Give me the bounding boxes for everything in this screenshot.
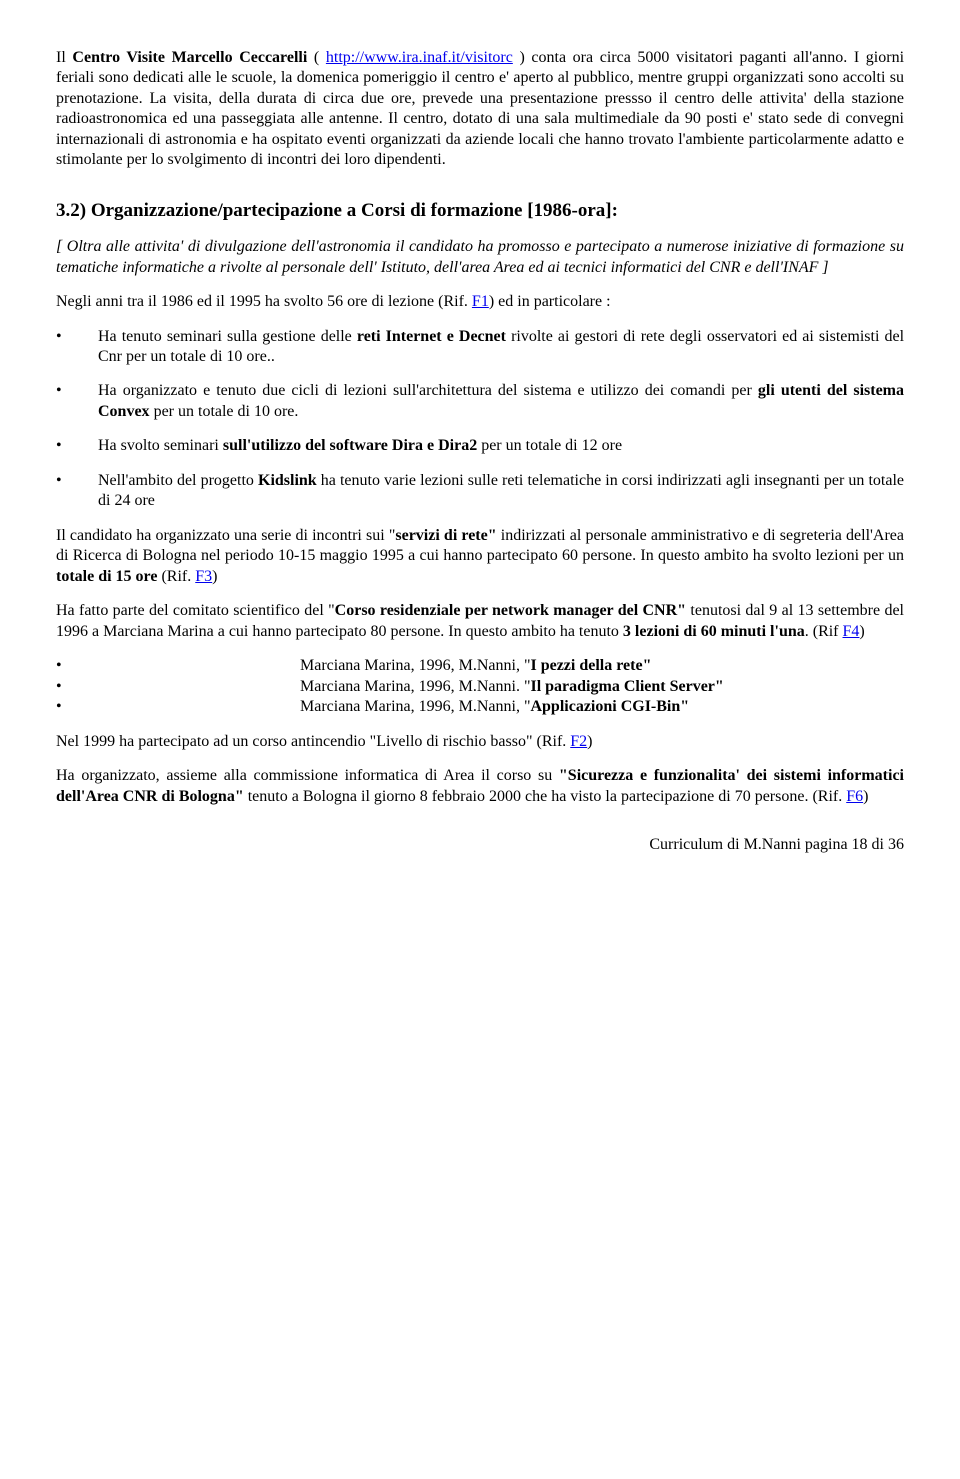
paragraph-f4: Ha fatto parte del comitato scientifico … [56, 601, 904, 642]
text: ( [307, 49, 326, 66]
bold-text: reti Internet e Decnet [357, 328, 506, 345]
text: Ha tenuto seminari sulla gestione delle [98, 328, 357, 345]
text: Nel 1999 ha partecipato ad un corso anti… [56, 733, 570, 750]
bold-text: sull'utilizzo del software Dira e Dira2 [223, 437, 477, 454]
text: Marciana Marina, 1996, M.Nanni. " [300, 678, 530, 695]
paragraph-f3: Il candidato ha organizzato una serie di… [56, 526, 904, 587]
text: Marciana Marina, 1996, M.Nanni, " [300, 657, 530, 674]
text: Ha fatto parte del comitato scientifico … [56, 602, 335, 619]
text: Ha organizzato e tenuto due cicli di lez… [98, 382, 758, 399]
list-item: Ha tenuto seminari sulla gestione delle … [56, 327, 904, 368]
bullet-list-seminars: Ha tenuto seminari sulla gestione delle … [56, 327, 904, 512]
page-footer: Curriculum di M.Nanni pagina 18 di 36 [56, 835, 904, 855]
paragraph-centro-visite: Il Centro Visite Marcello Ceccarelli ( h… [56, 48, 904, 171]
centro-name: Centro Visite Marcello Ceccarelli [72, 49, 307, 66]
bold-text: Applicazioni CGI-Bin" [530, 698, 689, 715]
list-item: Nell'ambito del progetto Kidslink ha ten… [56, 471, 904, 512]
text: ) ed in particolare : [489, 293, 611, 310]
visitor-link[interactable]: http://www.ira.inaf.it/visitorc [326, 49, 513, 66]
text: ) conta ora circa 5000 visitatori pagant… [56, 49, 904, 168]
intro-italic: [ Oltra alle attivita' di divulgazione d… [56, 237, 904, 278]
list-item: Marciana Marina, 1996, M.Nanni, "I pezzi… [56, 656, 904, 676]
text: . (Rif [805, 623, 843, 640]
text: tenuto a Bologna il giorno 8 febbraio 20… [244, 788, 847, 805]
text: ) [587, 733, 592, 750]
text: Il [56, 49, 72, 66]
list-item: Ha svolto seminari sull'utilizzo del sof… [56, 436, 904, 456]
ref-f1-link[interactable]: F1 [472, 293, 489, 310]
paragraph-f6: Ha organizzato, assieme alla commissione… [56, 766, 904, 807]
list-item: Marciana Marina, 1996, M.Nanni. "Il para… [56, 677, 904, 697]
lectures-list: Marciana Marina, 1996, M.Nanni, "I pezzi… [56, 656, 904, 717]
bold-text: Corso residenziale per network manager d… [335, 602, 686, 619]
text: Nell'ambito del progetto [98, 472, 258, 489]
text: Negli anni tra il 1986 ed il 1995 ha svo… [56, 293, 472, 310]
text: ) [212, 568, 217, 585]
paragraph-f2: Nel 1999 ha partecipato ad un corso anti… [56, 732, 904, 752]
bold-text: Kidslink [258, 472, 317, 489]
ref-f6-link[interactable]: F6 [846, 788, 863, 805]
text: ) [863, 788, 868, 805]
text: (Rif. [157, 568, 195, 585]
text: Il candidato ha organizzato una serie di… [56, 527, 395, 544]
bold-text: 3 lezioni di 60 minuti l'una [623, 623, 805, 640]
ref-f3-link[interactable]: F3 [195, 568, 212, 585]
text: Ha svolto seminari [98, 437, 223, 454]
bold-text: servizi di rete" [395, 527, 496, 544]
text: Ha organizzato, assieme alla commissione… [56, 767, 559, 784]
list-item: Marciana Marina, 1996, M.Nanni, "Applica… [56, 697, 904, 717]
section-heading: 3.2) Organizzazione/partecipazione a Cor… [56, 199, 904, 223]
bold-text: totale di 15 ore [56, 568, 157, 585]
text: ) [859, 623, 864, 640]
text: per un totale di 10 ore. [150, 403, 299, 420]
list-item: Ha organizzato e tenuto due cicli di lez… [56, 381, 904, 422]
text: per un totale di 12 ore [477, 437, 622, 454]
paragraph-years: Negli anni tra il 1986 ed il 1995 ha svo… [56, 292, 904, 312]
bold-text: Il paradigma Client Server" [530, 678, 723, 695]
ref-f4-link[interactable]: F4 [843, 623, 860, 640]
text: Marciana Marina, 1996, M.Nanni, " [300, 698, 530, 715]
ref-f2-link[interactable]: F2 [570, 733, 587, 750]
bold-text: I pezzi della rete" [530, 657, 651, 674]
